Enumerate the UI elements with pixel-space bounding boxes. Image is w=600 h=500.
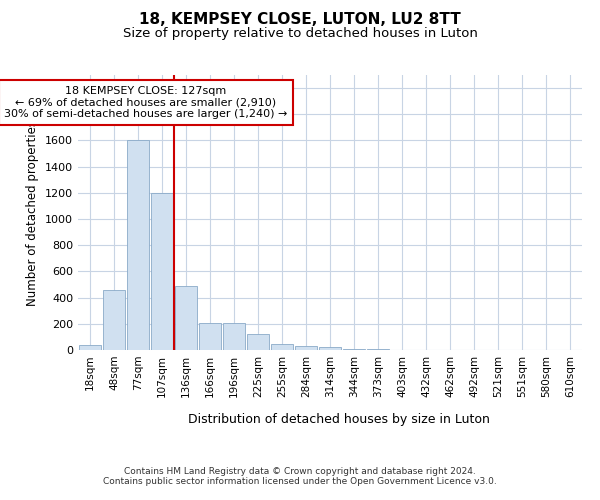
Bar: [127, 140, 149, 350]
Bar: [343, 348, 365, 350]
Bar: [151, 193, 173, 350]
Text: Contains HM Land Registry data © Crown copyright and database right 2024.: Contains HM Land Registry data © Crown c…: [124, 468, 476, 476]
Bar: [319, 348, 341, 350]
Bar: [223, 322, 245, 350]
Bar: [79, 345, 101, 350]
Bar: [247, 334, 269, 350]
Bar: [103, 290, 125, 350]
Bar: [271, 344, 293, 350]
Text: Contains public sector information licensed under the Open Government Licence v3: Contains public sector information licen…: [103, 478, 497, 486]
Text: 18 KEMPSEY CLOSE: 127sqm
← 69% of detached houses are smaller (2,910)
30% of sem: 18 KEMPSEY CLOSE: 127sqm ← 69% of detach…: [4, 86, 288, 119]
Y-axis label: Number of detached properties: Number of detached properties: [26, 120, 40, 306]
Text: 18, KEMPSEY CLOSE, LUTON, LU2 8TT: 18, KEMPSEY CLOSE, LUTON, LU2 8TT: [139, 12, 461, 28]
Text: Size of property relative to detached houses in Luton: Size of property relative to detached ho…: [122, 28, 478, 40]
Text: Distribution of detached houses by size in Luton: Distribution of detached houses by size …: [188, 412, 490, 426]
Bar: [175, 286, 197, 350]
Bar: [199, 322, 221, 350]
Bar: [295, 346, 317, 350]
